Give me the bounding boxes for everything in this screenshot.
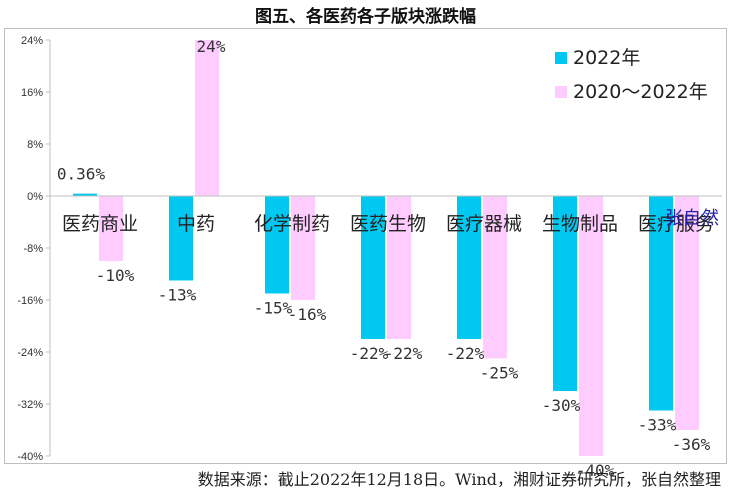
bar-series1 [649,196,673,411]
y-tick-label: -8% [23,243,43,255]
legend-label: 2020～2022年 [573,81,708,103]
y-tick-label: -24% [17,347,43,359]
bar-series1 [457,196,481,339]
chart-title: 图五、各医药各子版块涨跌幅 [255,7,476,27]
bar-series2 [99,196,123,261]
data-label: -33% [638,416,677,435]
x-category-label: 医疗器械 [446,213,522,235]
data-label: -40% [576,461,615,480]
y-tick-label: 24% [21,35,43,47]
bar-series2 [291,196,315,300]
legend-swatch [555,86,567,98]
bar-series1 [265,196,289,294]
data-label: -22% [350,344,389,363]
bar-series2 [675,196,699,430]
y-tick-label: -40% [17,451,43,463]
bar-series1 [73,193,97,196]
data-label: -16% [288,305,327,324]
data-label: -10% [96,266,135,285]
bar-series1 [553,196,577,391]
data-label: -15% [254,299,293,318]
bar-series2 [195,40,219,196]
bar-series2 [579,196,603,456]
x-category-label: 医疗服务 [638,213,714,235]
data-label: -36% [672,435,711,454]
x-category-label: 生物制品 [542,213,618,235]
bar-series1 [169,196,193,281]
data-label: -22% [384,344,423,363]
legend-label: 2022年 [573,47,640,69]
author-signature: 张自然 [665,208,719,229]
data-label: -22% [446,344,485,363]
y-tick-label: -32% [17,399,43,411]
bar-series2 [387,196,411,339]
y-tick-label: -16% [17,295,43,307]
legend-swatch [555,52,567,64]
bar-series2 [483,196,507,359]
x-category-label: 中药 [177,213,215,235]
data-label: -13% [158,286,197,305]
y-tick-label: 0% [27,191,43,203]
x-category-label: 医药生物 [350,213,426,235]
y-tick-label: 16% [21,87,43,99]
bar-series1 [361,196,385,339]
data-label: -25% [480,364,519,383]
x-category-label: 化学制药 [254,213,330,235]
data-label: -30% [542,396,581,415]
plot-frame [4,28,727,464]
data-label: 0.36% [57,165,106,184]
x-category-label: 医药商业 [62,213,138,235]
source-note: 数据来源：截止2022年12月18日。Wind，湘财证券研究所，张自然整理 [197,470,721,489]
y-tick-label: 8% [27,139,43,151]
data-label: 24% [197,37,226,56]
